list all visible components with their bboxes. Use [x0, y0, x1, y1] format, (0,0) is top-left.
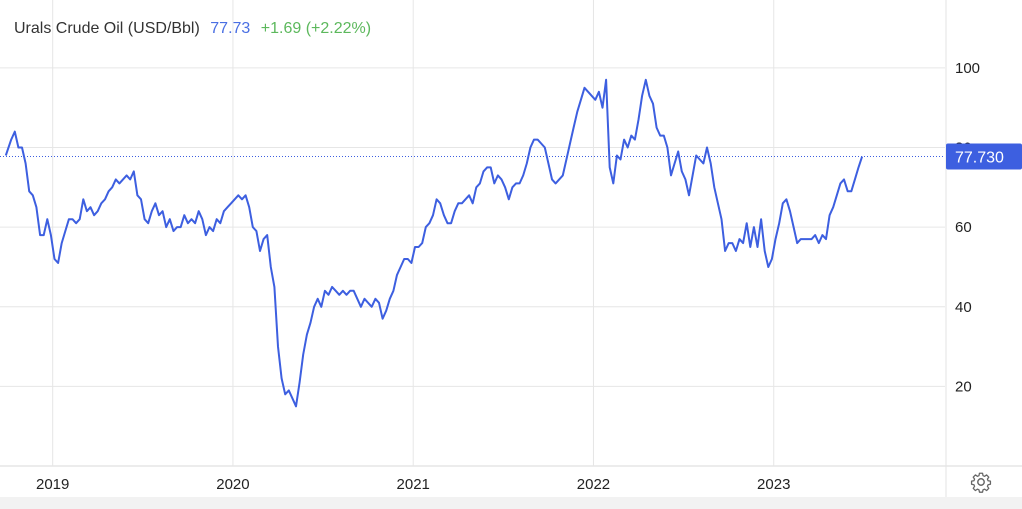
x-tick-label: 2020: [216, 476, 249, 493]
x-tick-label: 2023: [757, 476, 790, 493]
x-tick-label: 2021: [397, 476, 430, 493]
bottom-scroll-bar[interactable]: [0, 497, 1022, 509]
grid: [0, 0, 1022, 497]
series-line-0: [4, 78, 864, 408]
x-tick-label: 2022: [577, 476, 610, 493]
y-tick-label: 60: [955, 219, 972, 236]
gear-icon: [970, 472, 992, 493]
y-tick-label: 100: [955, 60, 980, 77]
instrument-title: Urals Crude Oil (USD/Bbl): [14, 20, 200, 37]
settings-button[interactable]: [970, 471, 992, 493]
current-price: 77.73: [210, 20, 251, 37]
series-layer: [4, 78, 864, 408]
price-change: +1.69 (+2.22%): [260, 20, 372, 37]
x-tick-label: 2019: [36, 476, 69, 493]
y-axis: 10080604020: [955, 60, 980, 395]
last-value-label: 77.730: [955, 150, 1004, 167]
chart-header: Urals Crude Oil (USD/Bbl) 77.73 +1.69 (+…: [14, 20, 377, 38]
y-tick-label: 40: [955, 299, 972, 316]
y-tick-label: 20: [955, 378, 972, 395]
last-value-label-bg: [946, 143, 1022, 170]
x-axis: 2019 2020 2021 2022 2023: [36, 476, 790, 493]
last-value-marker: 77.730: [0, 143, 1022, 170]
